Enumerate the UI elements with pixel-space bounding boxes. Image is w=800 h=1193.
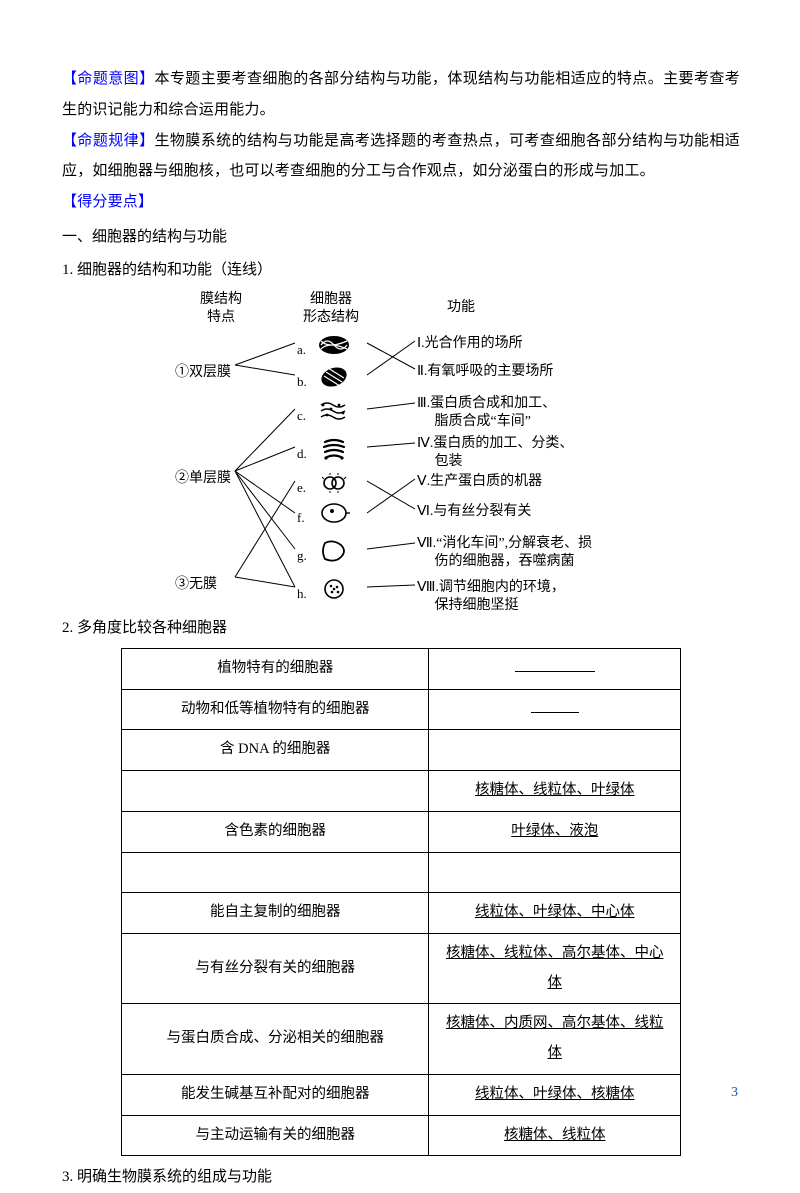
- table-wrap: 植物特有的细胞器动物和低等植物特有的细胞器含 DNA 的细胞器 核糖体、线粒体、…: [62, 648, 740, 1156]
- table-cell-left: 能发生碱基互补配对的细胞器: [122, 1074, 429, 1115]
- fn-label-3: Ⅳ.蛋白质的加工、分类、 包装: [417, 435, 573, 471]
- table-cell-left: 与有丝分裂有关的细胞器: [122, 934, 429, 1004]
- table-cell-left: 含色素的细胞器: [122, 811, 429, 852]
- table-cell-right: 线粒体、叶绿体、核糖体: [429, 1074, 681, 1115]
- organelle-icon-3: [317, 437, 351, 473]
- intro-text-2: 生物膜系统的结构与功能是高考选择题的考查热点，可考查细胞各部分结构与功能相适应，…: [62, 133, 740, 180]
- table-cell-left: 动物和低等植物特有的细胞器: [122, 689, 429, 730]
- organelle-icon-7: [317, 577, 351, 613]
- fn-label-5: Ⅵ.与有丝分裂有关: [417, 503, 531, 521]
- fn-label-0: Ⅰ.光合作用的场所: [417, 335, 523, 353]
- organelle-icon-2: [317, 399, 351, 435]
- intro-p2: 【命题规律】生物膜系统的结构与功能是高考选择题的考查热点，可考查细胞各部分结构与…: [62, 126, 740, 188]
- table-cell-right: [429, 689, 681, 730]
- mid-letter-7: h.: [297, 581, 307, 608]
- mid-letter-3: d.: [297, 441, 307, 468]
- table-row: 含色素的细胞器叶绿体、液泡: [122, 811, 681, 852]
- table-row: 能自主复制的细胞器线粒体、叶绿体、中心体: [122, 893, 681, 934]
- table-cell-right: [429, 649, 681, 690]
- fn-label-7: Ⅷ.调节细胞内的环境， 保持细胞坚挺: [417, 579, 565, 615]
- mid-letter-4: e.: [297, 475, 306, 502]
- page-number: 3: [731, 1079, 738, 1108]
- table-row: 动物和低等植物特有的细胞器: [122, 689, 681, 730]
- membrane-label-1: ②单层膜: [175, 465, 231, 494]
- table-row: 植物特有的细胞器: [122, 649, 681, 690]
- bracket-2: 【命题规律】: [62, 133, 154, 149]
- table-cell-left: 与主动运输有关的细胞器: [122, 1115, 429, 1156]
- fn-label-2: Ⅲ.蛋白质合成和加工、 脂质合成“车间”: [417, 395, 556, 431]
- table-cell-right: [429, 730, 681, 771]
- table-row: [122, 852, 681, 893]
- mid-letter-5: f.: [297, 505, 305, 532]
- item-3-heading: 3. 明确生物膜系统的组成与功能: [62, 1162, 740, 1193]
- item-2-heading: 2. 多角度比较各种细胞器: [62, 613, 740, 644]
- fn-label-6: Ⅶ.“消化车间”,分解衰老、损 伤的细胞器，吞噬病菌: [417, 535, 592, 571]
- table-cell-right: 叶绿体、液泡: [429, 811, 681, 852]
- organelle-icon-6: [317, 539, 351, 575]
- table-cell-left: 含 DNA 的细胞器: [122, 730, 429, 771]
- table-cell-left: 植物特有的细胞器: [122, 649, 429, 690]
- item-1-1: 1. 细胞器的结构和功能（连线）: [62, 255, 740, 286]
- organelle-icon-0: [317, 333, 351, 369]
- mid-letter-0: a.: [297, 337, 306, 364]
- matching-diagram: 膜结构特点 细胞器形态结构 功能 ①双层膜②单层膜③无膜a.b.c.d.e.f.…: [171, 291, 631, 609]
- table-row: 能发生碱基互补配对的细胞器线粒体、叶绿体、核糖体: [122, 1074, 681, 1115]
- section-1-heading: 一、细胞器的结构与功能: [62, 222, 740, 253]
- comparison-table: 植物特有的细胞器动物和低等植物特有的细胞器含 DNA 的细胞器 核糖体、线粒体、…: [121, 648, 681, 1156]
- mid-letter-1: b.: [297, 369, 307, 396]
- table-cell-left: 与蛋白质合成、分泌相关的细胞器: [122, 1004, 429, 1074]
- hdr-membrane: 膜结构特点: [181, 291, 261, 327]
- bracket-3: 【得分要点】: [62, 194, 153, 210]
- table-row: 含 DNA 的细胞器: [122, 730, 681, 771]
- intro-text-1: 本专题主要考查细胞的各部分结构与功能，体现结构与功能相适应的特点。主要考查考生的…: [62, 71, 740, 118]
- table-cell-right: 核糖体、线粒体、叶绿体: [429, 771, 681, 812]
- table-cell-right: 线粒体、叶绿体、中心体: [429, 893, 681, 934]
- table-row: 与蛋白质合成、分泌相关的细胞器核糖体、内质网、高尔基体、线粒体: [122, 1004, 681, 1074]
- membrane-label-0: ①双层膜: [175, 359, 231, 388]
- organelle-icon-1: [317, 365, 351, 401]
- intro-p1: 【命题意图】本专题主要考查细胞的各部分结构与功能，体现结构与功能相适应的特点。主…: [62, 64, 740, 126]
- mid-letter-6: g.: [297, 543, 307, 570]
- fn-label-1: Ⅱ.有氧呼吸的主要场所: [417, 363, 553, 381]
- bracket-1: 【命题意图】: [62, 71, 154, 87]
- intro-p3: 【得分要点】: [62, 187, 740, 218]
- table-cell-left: [122, 771, 429, 812]
- fn-label-4: Ⅴ.生产蛋白质的机器: [417, 473, 542, 491]
- hdr-fn: 功能: [417, 299, 657, 317]
- membrane-label-2: ③无膜: [175, 571, 217, 600]
- table-cell-right: 核糖体、内质网、高尔基体、线粒体: [429, 1004, 681, 1074]
- organelle-icon-5: [317, 501, 351, 537]
- hdr-mid: 细胞器形态结构: [297, 291, 365, 327]
- mid-letter-2: c.: [297, 403, 306, 430]
- diagram-wrap: 膜结构特点 细胞器形态结构 功能 ①双层膜 ②单层膜 ③无膜 a. b. c. d. e. f.…: [62, 291, 740, 609]
- table-row: 与有丝分裂有关的细胞器核糖体、线粒体、高尔基体、中心体: [122, 934, 681, 1004]
- table-row: 核糖体、线粒体、叶绿体: [122, 771, 681, 812]
- table-cell-right: 核糖体、线粒体: [429, 1115, 681, 1156]
- table-cell-left: 能自主复制的细胞器: [122, 893, 429, 934]
- table-row: 与主动运输有关的细胞器核糖体、线粒体: [122, 1115, 681, 1156]
- table-cell-right: 核糖体、线粒体、高尔基体、中心体: [429, 934, 681, 1004]
